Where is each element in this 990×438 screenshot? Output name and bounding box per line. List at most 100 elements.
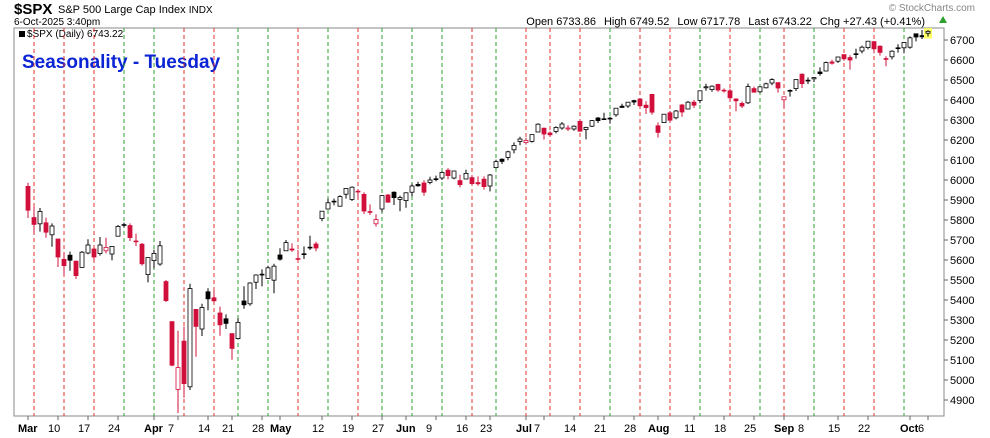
candle-body bbox=[499, 158, 505, 162]
candle-body bbox=[325, 202, 331, 210]
candle-body bbox=[745, 86, 751, 104]
candle-body bbox=[661, 113, 667, 123]
candle-body bbox=[349, 186, 355, 200]
y-tick-label: 5000 bbox=[950, 375, 974, 387]
y-tick-label: 6600 bbox=[950, 55, 974, 67]
legend-swatch bbox=[19, 31, 25, 37]
candle-body bbox=[391, 191, 397, 198]
candle-body bbox=[67, 254, 73, 261]
candle-body bbox=[79, 251, 85, 268]
candle-body bbox=[289, 248, 295, 251]
stats: Open 6733.86 High 6749.52 Low 6717.78 Last 6743… bbox=[526, 16, 925, 28]
candle-body bbox=[265, 267, 271, 279]
plot-frame bbox=[13, 27, 945, 417]
candle-body bbox=[103, 246, 109, 252]
candle-body bbox=[667, 112, 673, 121]
x-tick-label: 14 bbox=[198, 423, 210, 435]
candle-body bbox=[217, 312, 223, 326]
candle-body bbox=[127, 225, 133, 239]
candle-body bbox=[115, 225, 121, 237]
stat-value: 6717.78 bbox=[701, 16, 741, 28]
candle-body bbox=[487, 174, 493, 187]
candle-body bbox=[763, 83, 769, 89]
candle-body bbox=[271, 265, 277, 281]
stat-value: 6749.52 bbox=[630, 16, 670, 28]
change-arrow bbox=[939, 16, 947, 23]
candle-body bbox=[253, 274, 259, 283]
candle-body bbox=[859, 46, 865, 52]
y-tick-label: 5600 bbox=[950, 255, 974, 267]
candle-body bbox=[319, 210, 325, 219]
y-tick-label: 4900 bbox=[950, 395, 974, 407]
candle-body bbox=[37, 210, 43, 225]
y-tick-label: 5900 bbox=[950, 195, 974, 207]
candle-body bbox=[541, 127, 547, 135]
stat-value: +27.43 (+0.41%) bbox=[843, 16, 925, 28]
candle-body bbox=[235, 321, 241, 339]
candle-body bbox=[559, 123, 565, 129]
candle-body bbox=[715, 84, 721, 91]
candle-body bbox=[925, 30, 931, 34]
x-tick-label: 28 bbox=[624, 423, 636, 435]
candle-body bbox=[757, 86, 763, 93]
x-tick-label: 11 bbox=[684, 423, 695, 435]
y-tick-label: 6300 bbox=[950, 115, 974, 127]
x-tick-label: 24 bbox=[108, 423, 120, 435]
candle-body bbox=[673, 110, 679, 119]
y-tick-label: 6400 bbox=[950, 95, 974, 107]
candle-body bbox=[157, 245, 163, 265]
candle-body bbox=[523, 139, 529, 143]
y-tick-label: 6500 bbox=[950, 75, 974, 87]
y-tick-label: 5400 bbox=[950, 295, 974, 307]
x-tick-label: Jun bbox=[396, 423, 416, 435]
candle-body bbox=[109, 245, 115, 255]
y-tick-label: 6000 bbox=[950, 175, 974, 187]
candle-body bbox=[295, 258, 301, 260]
candle-body bbox=[463, 172, 469, 180]
candle-body bbox=[829, 61, 835, 64]
candle-body bbox=[721, 89, 727, 92]
candle-body bbox=[733, 98, 739, 102]
candle-body bbox=[505, 151, 511, 158]
candle-body bbox=[643, 104, 649, 108]
candle-body bbox=[895, 47, 901, 49]
x-tick-label: 8 bbox=[798, 423, 804, 435]
candle-body bbox=[139, 243, 145, 265]
candle-body bbox=[433, 178, 439, 181]
candle-body bbox=[259, 273, 265, 276]
candle-body bbox=[229, 333, 235, 349]
candle-body bbox=[181, 340, 187, 385]
candle-body bbox=[313, 243, 319, 249]
candle-body bbox=[343, 187, 349, 195]
candle-body bbox=[571, 125, 577, 130]
index-name: S&P 500 Large Cap Index bbox=[58, 4, 186, 16]
candle-body bbox=[877, 45, 883, 53]
candle-body bbox=[163, 281, 169, 302]
candle-body bbox=[781, 96, 787, 101]
x-tick-label: May bbox=[270, 423, 292, 435]
y-tick-label: 5200 bbox=[950, 335, 974, 347]
candle-body bbox=[565, 127, 571, 130]
candle-body bbox=[919, 35, 925, 38]
candle-body bbox=[385, 194, 391, 203]
y-tick-label: 5300 bbox=[950, 315, 974, 327]
candle-body bbox=[91, 248, 97, 258]
stat-label: Chg bbox=[820, 16, 840, 28]
x-tick-label: 6 bbox=[918, 423, 924, 435]
candle-body bbox=[901, 42, 907, 49]
candle-body bbox=[769, 79, 775, 84]
y-tick-label: 5700 bbox=[950, 235, 974, 247]
candle-body bbox=[397, 197, 403, 200]
candle-body bbox=[169, 321, 175, 366]
y-tick-label: 5500 bbox=[950, 275, 974, 287]
candle-body bbox=[841, 54, 847, 60]
candle-body bbox=[655, 125, 661, 133]
candle-body bbox=[889, 50, 895, 58]
candle-body bbox=[685, 101, 691, 110]
candle-body bbox=[553, 127, 559, 132]
candle-body bbox=[811, 77, 817, 80]
candle-body bbox=[73, 260, 79, 277]
candle-body bbox=[469, 177, 475, 185]
candle-body bbox=[85, 244, 91, 254]
